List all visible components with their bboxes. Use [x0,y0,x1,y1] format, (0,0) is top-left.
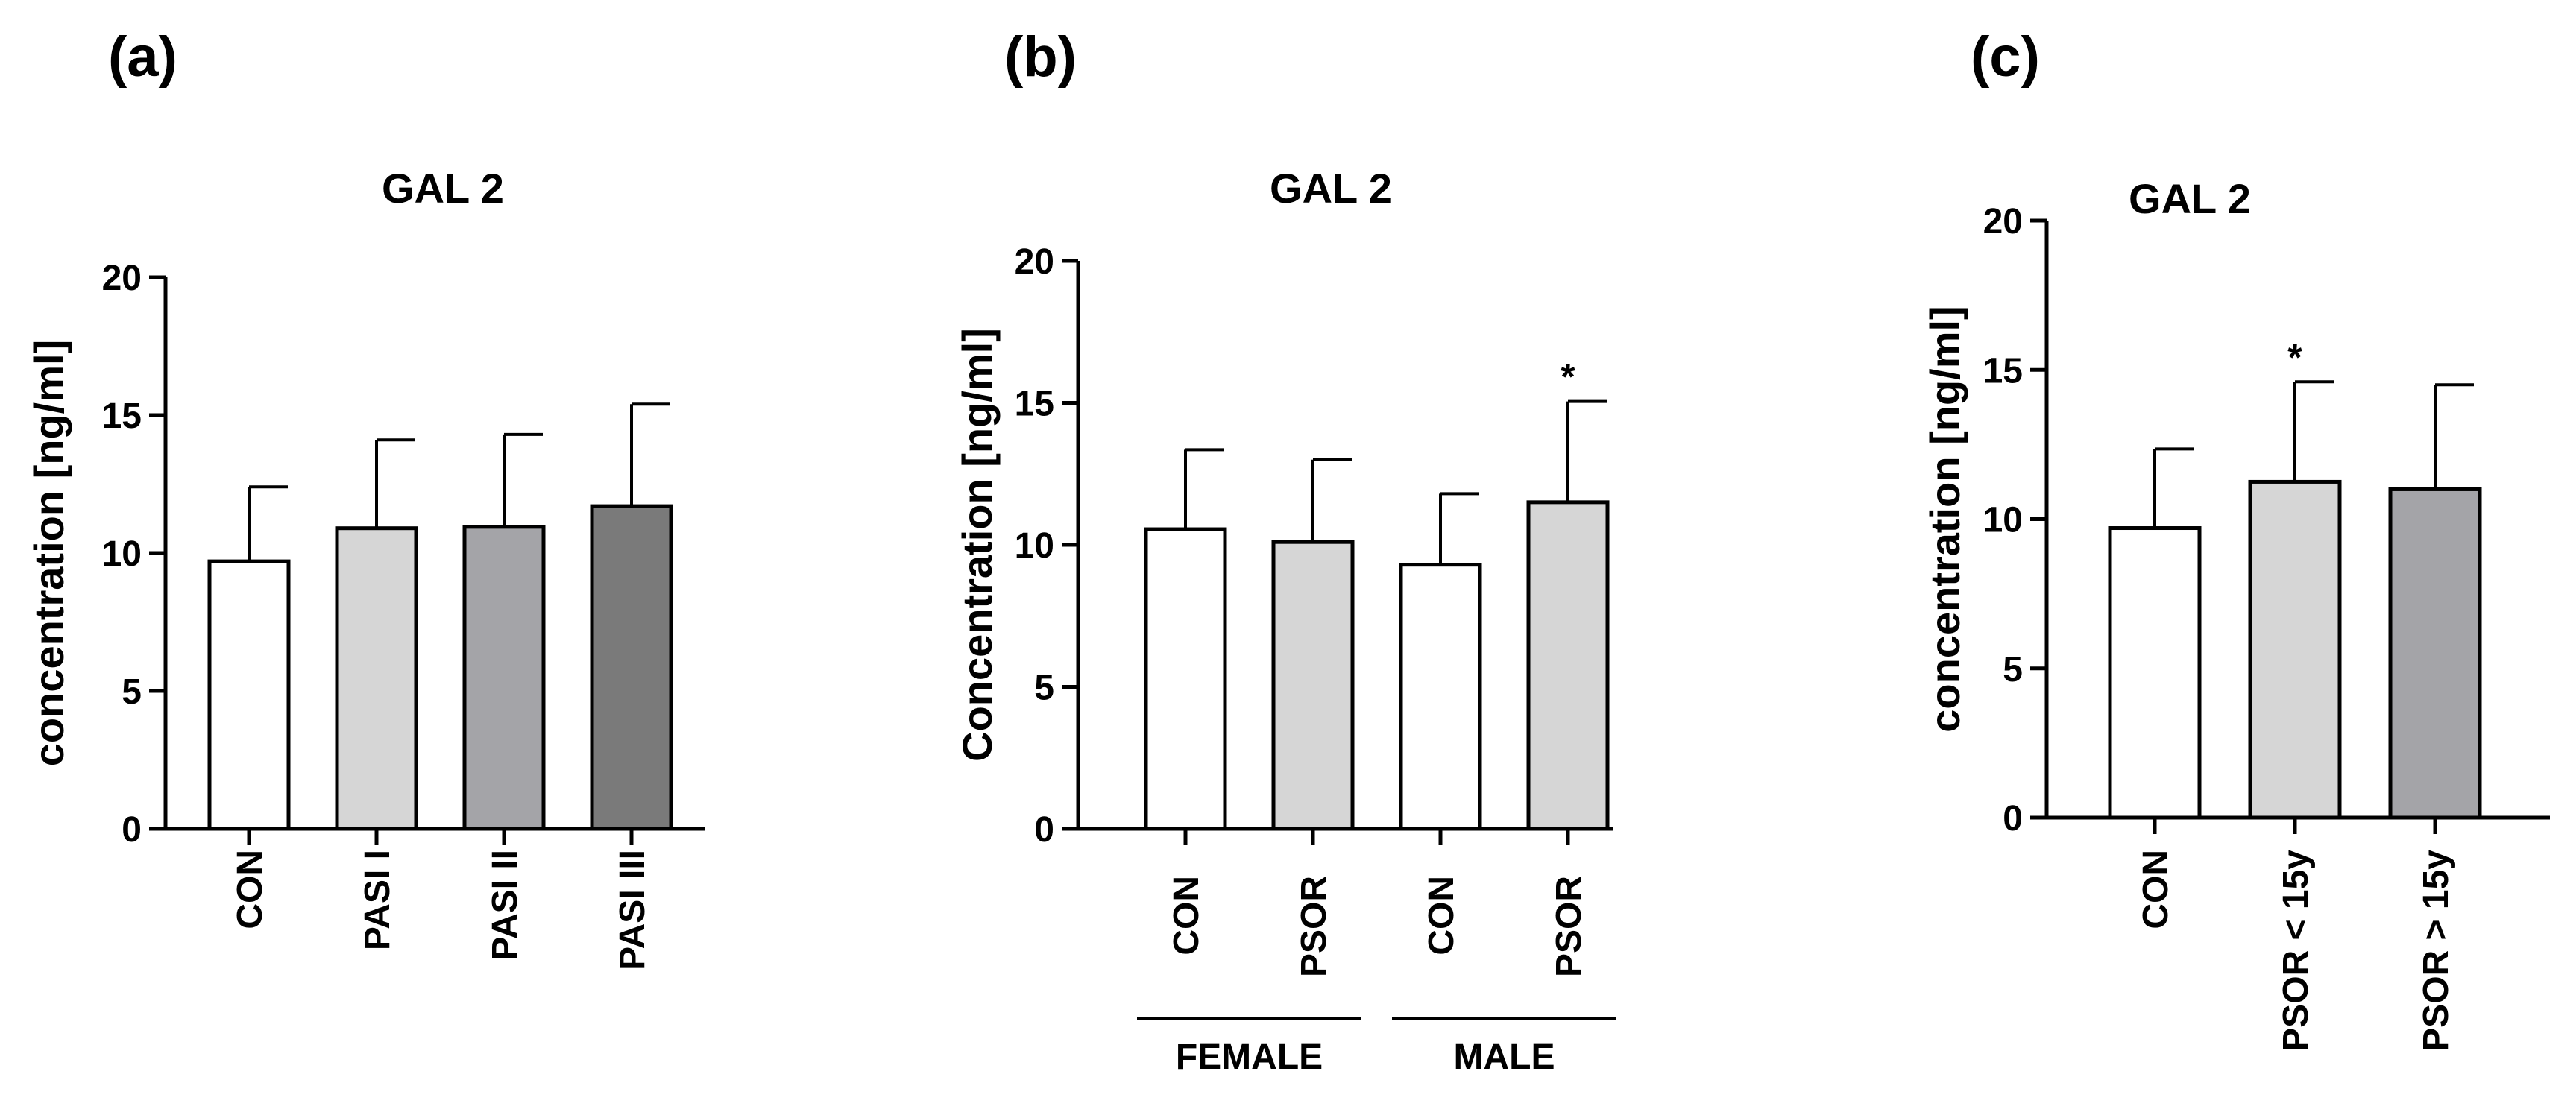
chart-a-y-tick-label: 0 [122,810,142,850]
chart-a-category-label: PASI II [485,850,525,960]
chart-b-y-tick-label: 10 [1015,526,1054,566]
chart-c-bar [2248,479,2342,820]
chart-c-y-tick-label: 10 [1983,501,2023,540]
chart-b-y-tick-label: 15 [1015,385,1054,424]
chart-a-category-label: PASI I [358,850,397,950]
chart-b-title: GAL 2 [1270,165,1392,212]
chart-c-category-label: PSOR < 15y [2276,850,2316,1052]
chart-b-bar [1526,500,1610,831]
chart-a-bar [335,526,418,831]
chart-c-y-axis-label: concentration [ng/ml] [1921,306,1968,732]
panel-a-letter: (a) [108,25,177,89]
chart-b-y-tick-label: 5 [1034,669,1054,708]
chart-c-category-label: PSOR > 15y [2416,850,2456,1052]
chart-b-y-tick-label: 20 [1015,242,1054,282]
panel-b-letter: (b) [1004,25,1077,89]
chart-a-y-tick-label: 20 [102,259,142,298]
chart-b-category-label: PSOR [1549,876,1589,977]
chart-a-category-label: PASI III [613,850,652,970]
chart-c-significance-marker: * [2287,336,2302,378]
chart-b-y-tick-label: 0 [1034,810,1054,850]
chart-b-y-axis-label: Concentration [ng/ml] [954,328,1001,762]
chart-c-bar [2108,526,2202,820]
chart-b-group-label: MALE [1454,1038,1555,1077]
chart-a-y-axis-label: concentration [ng/ml] [25,340,72,766]
chart-b-category-label: PSOR [1294,876,1334,977]
chart-c-category-label: CON [2136,850,2176,929]
chart-c-y-tick-label: 0 [2003,799,2023,838]
chart-panel-b: GAL 2 Concentration [ng/ml] 0 5 10 15 20 CON PSO… [954,165,1616,1077]
chart-a-bar [207,559,291,831]
chart-c-title: GAL 2 [2129,175,2251,222]
chart-a-category-label: CON [230,850,270,929]
chart-a-title: GAL 2 [382,165,504,212]
panel-c-letter: (c) [1971,25,2040,89]
chart-a-bar [590,504,673,831]
chart-a-y-tick-label: 15 [102,397,142,436]
chart-a-y-tick-label: 10 [102,534,142,574]
chart-b-significance-marker: * [1561,356,1575,398]
chart-b-category-label: CON [1167,876,1206,956]
chart-panel-c: GAL 2 concentration [ng/ml] 0 5 10 15 20 CON PSO… [1921,175,2550,1052]
chart-b-bar [1271,540,1355,831]
chart-c-y-tick-label: 5 [2003,650,2023,689]
chart-panel-a: GAL 2 concentration [ng/ml] 0 5 10 15 20 CON PAS… [25,165,705,970]
chart-b-category-label: CON [1422,876,1461,956]
chart-a-bar [462,525,546,831]
chart-b-group-label: FEMALE [1176,1038,1323,1077]
chart-c-y-tick-label: 15 [1983,351,2023,391]
chart-c-y-tick-label: 20 [1983,202,2023,241]
chart-a-y-tick-label: 5 [122,672,142,712]
chart-b-bar [1144,527,1227,831]
chart-b-bar [1399,563,1482,831]
chart-c-bar [2388,487,2482,820]
